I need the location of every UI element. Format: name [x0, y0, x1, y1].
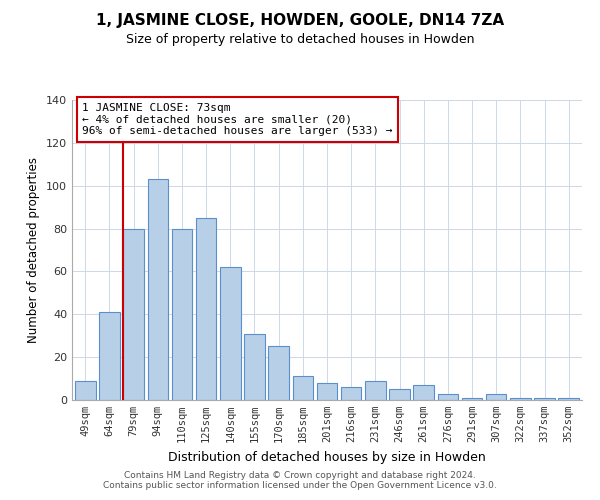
Bar — [75, 380, 95, 400]
Bar — [437, 394, 458, 400]
Bar — [124, 228, 144, 400]
Text: 1, JASMINE CLOSE, HOWDEN, GOOLE, DN14 7ZA: 1, JASMINE CLOSE, HOWDEN, GOOLE, DN14 7Z… — [96, 12, 504, 28]
Bar — [293, 376, 313, 400]
Bar — [462, 398, 482, 400]
X-axis label: Distribution of detached houses by size in Howden: Distribution of detached houses by size … — [168, 450, 486, 464]
Bar — [268, 346, 289, 400]
Bar — [486, 394, 506, 400]
Text: 1 JASMINE CLOSE: 73sqm
← 4% of detached houses are smaller (20)
96% of semi-deta: 1 JASMINE CLOSE: 73sqm ← 4% of detached … — [82, 103, 392, 136]
Y-axis label: Number of detached properties: Number of detached properties — [28, 157, 40, 343]
Bar — [534, 398, 555, 400]
Bar — [317, 383, 337, 400]
Bar — [172, 228, 192, 400]
Bar — [244, 334, 265, 400]
Bar — [365, 380, 386, 400]
Bar — [559, 398, 579, 400]
Bar — [389, 390, 410, 400]
Bar — [220, 267, 241, 400]
Bar — [341, 387, 361, 400]
Bar — [148, 180, 168, 400]
Bar — [413, 385, 434, 400]
Bar — [99, 312, 120, 400]
Text: Contains HM Land Registry data © Crown copyright and database right 2024.
Contai: Contains HM Land Registry data © Crown c… — [103, 470, 497, 490]
Text: Size of property relative to detached houses in Howden: Size of property relative to detached ho… — [126, 32, 474, 46]
Bar — [196, 218, 217, 400]
Bar — [510, 398, 530, 400]
